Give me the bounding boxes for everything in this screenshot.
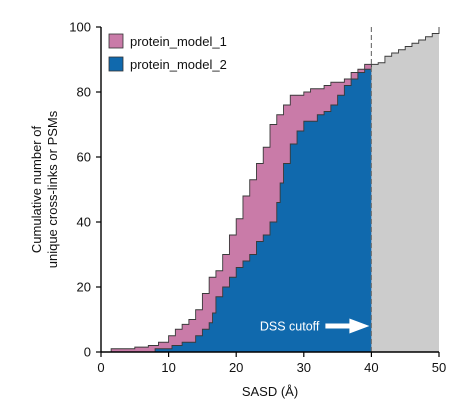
series-area-1 bbox=[155, 69, 372, 352]
x-tick-label: 10 bbox=[161, 360, 175, 375]
y-axis-title-line: Cumulative number of bbox=[29, 126, 44, 254]
x-axis-title: SASD (Å) bbox=[242, 384, 298, 399]
legend-label: protein_model_2 bbox=[130, 57, 227, 72]
annotation: DSS cutoff bbox=[260, 318, 370, 334]
y-tick-label: 60 bbox=[77, 150, 91, 165]
y-tick-label: 100 bbox=[69, 20, 91, 35]
y-axis-title-line: unique cross-links or PSMs bbox=[45, 110, 60, 268]
legend: protein_model_1 protein_model_2 bbox=[108, 33, 227, 72]
dss-cutoff-arrow-head bbox=[349, 318, 370, 334]
dss-cutoff-arrow-shaft bbox=[325, 323, 352, 329]
x-tick-label: 40 bbox=[364, 360, 378, 375]
legend-swatch bbox=[108, 33, 124, 49]
series-areas bbox=[110, 27, 440, 352]
series-area-2 bbox=[371, 27, 439, 352]
y-tick-label: 40 bbox=[77, 215, 91, 230]
series-outline-0 bbox=[110, 63, 372, 352]
series-outline-2 bbox=[370, 27, 440, 70]
x-tick-label: 30 bbox=[297, 360, 311, 375]
legend-label: protein_model_1 bbox=[130, 34, 227, 49]
dss-cutoff-label: DSS cutoff bbox=[260, 320, 320, 334]
x-tick-label: 0 bbox=[97, 360, 104, 375]
legend-swatch bbox=[108, 56, 124, 72]
y-tick-label: 20 bbox=[77, 280, 91, 295]
x-tick-label: 20 bbox=[229, 360, 243, 375]
y-tick-label: 0 bbox=[84, 345, 91, 360]
axes: 0 10 20 30 40 50 0 20 40 60 80 100 SASD (Å) Cumulativ… bbox=[29, 20, 446, 400]
series-outline-1 bbox=[154, 68, 372, 352]
y-tick-label: 80 bbox=[77, 85, 91, 100]
x-tick-label: 50 bbox=[432, 360, 446, 375]
